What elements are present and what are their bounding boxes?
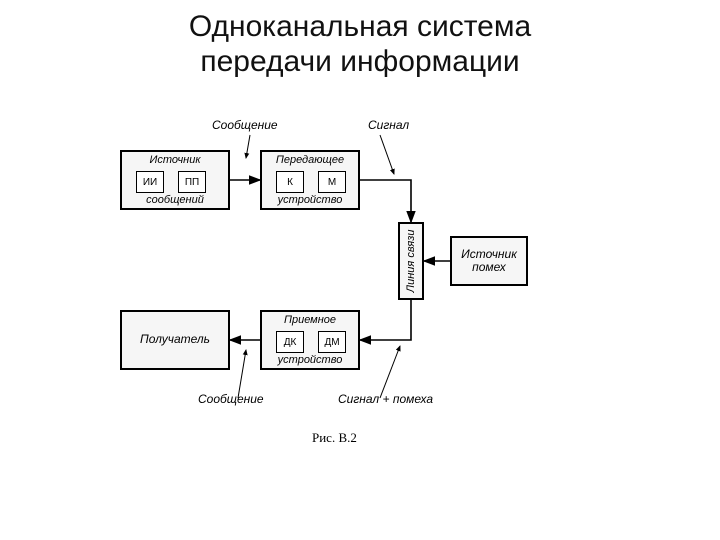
block-line-label: Линия связи xyxy=(405,230,417,293)
block-tx: Передающее К М устройство xyxy=(260,150,360,210)
arrow-tx-to-line xyxy=(360,180,411,222)
arrow-annot-msg-bot xyxy=(238,350,246,398)
sub-dm: ДМ xyxy=(318,331,346,353)
block-noise-label: Источник помех xyxy=(461,248,517,274)
page-title: Одноканальная система передачи информаци… xyxy=(0,10,720,79)
block-tx-top: Передающее xyxy=(262,154,358,166)
annot-msg-bot: Сообщение xyxy=(198,392,264,406)
block-recipient-label: Получатель xyxy=(140,333,210,346)
block-tx-bot: устройство xyxy=(262,194,358,206)
figure-caption: Рис. В.2 xyxy=(312,430,357,446)
block-noise: Источник помех xyxy=(450,236,528,286)
title-line-1: Одноканальная система xyxy=(189,10,531,43)
annot-signoise: Сигнал + помеха xyxy=(338,392,433,406)
annot-signal: Сигнал xyxy=(368,118,409,132)
sub-dk: ДК xyxy=(276,331,304,353)
title-line-2: передачи информации xyxy=(200,45,519,78)
sub-pp: ПП xyxy=(178,171,206,193)
arrow-line-to-rx xyxy=(360,300,411,340)
arrow-annot-msg-top xyxy=(246,135,250,158)
annot-msg-top: Сообщение xyxy=(212,118,278,132)
block-source: Источник ИИ ПП сообщений xyxy=(120,150,230,210)
arrow-annot-signoise xyxy=(380,346,400,398)
sub-m: М xyxy=(318,171,346,193)
arrow-annot-signal xyxy=(380,135,394,174)
block-recipient: Получатель xyxy=(120,310,230,370)
block-source-top: Источник xyxy=(122,154,228,166)
sub-ii: ИИ xyxy=(136,171,164,193)
diagram-canvas: Источник ИИ ПП сообщений Передающее К М … xyxy=(120,110,600,460)
sub-k: К xyxy=(276,171,304,193)
block-rx-bot: устройство xyxy=(262,354,358,366)
block-line: Линия связи xyxy=(398,222,424,300)
block-rx-top: Приемное xyxy=(262,314,358,326)
block-source-bot: сообщений xyxy=(122,194,228,206)
block-rx: Приемное ДК ДМ устройство xyxy=(260,310,360,370)
